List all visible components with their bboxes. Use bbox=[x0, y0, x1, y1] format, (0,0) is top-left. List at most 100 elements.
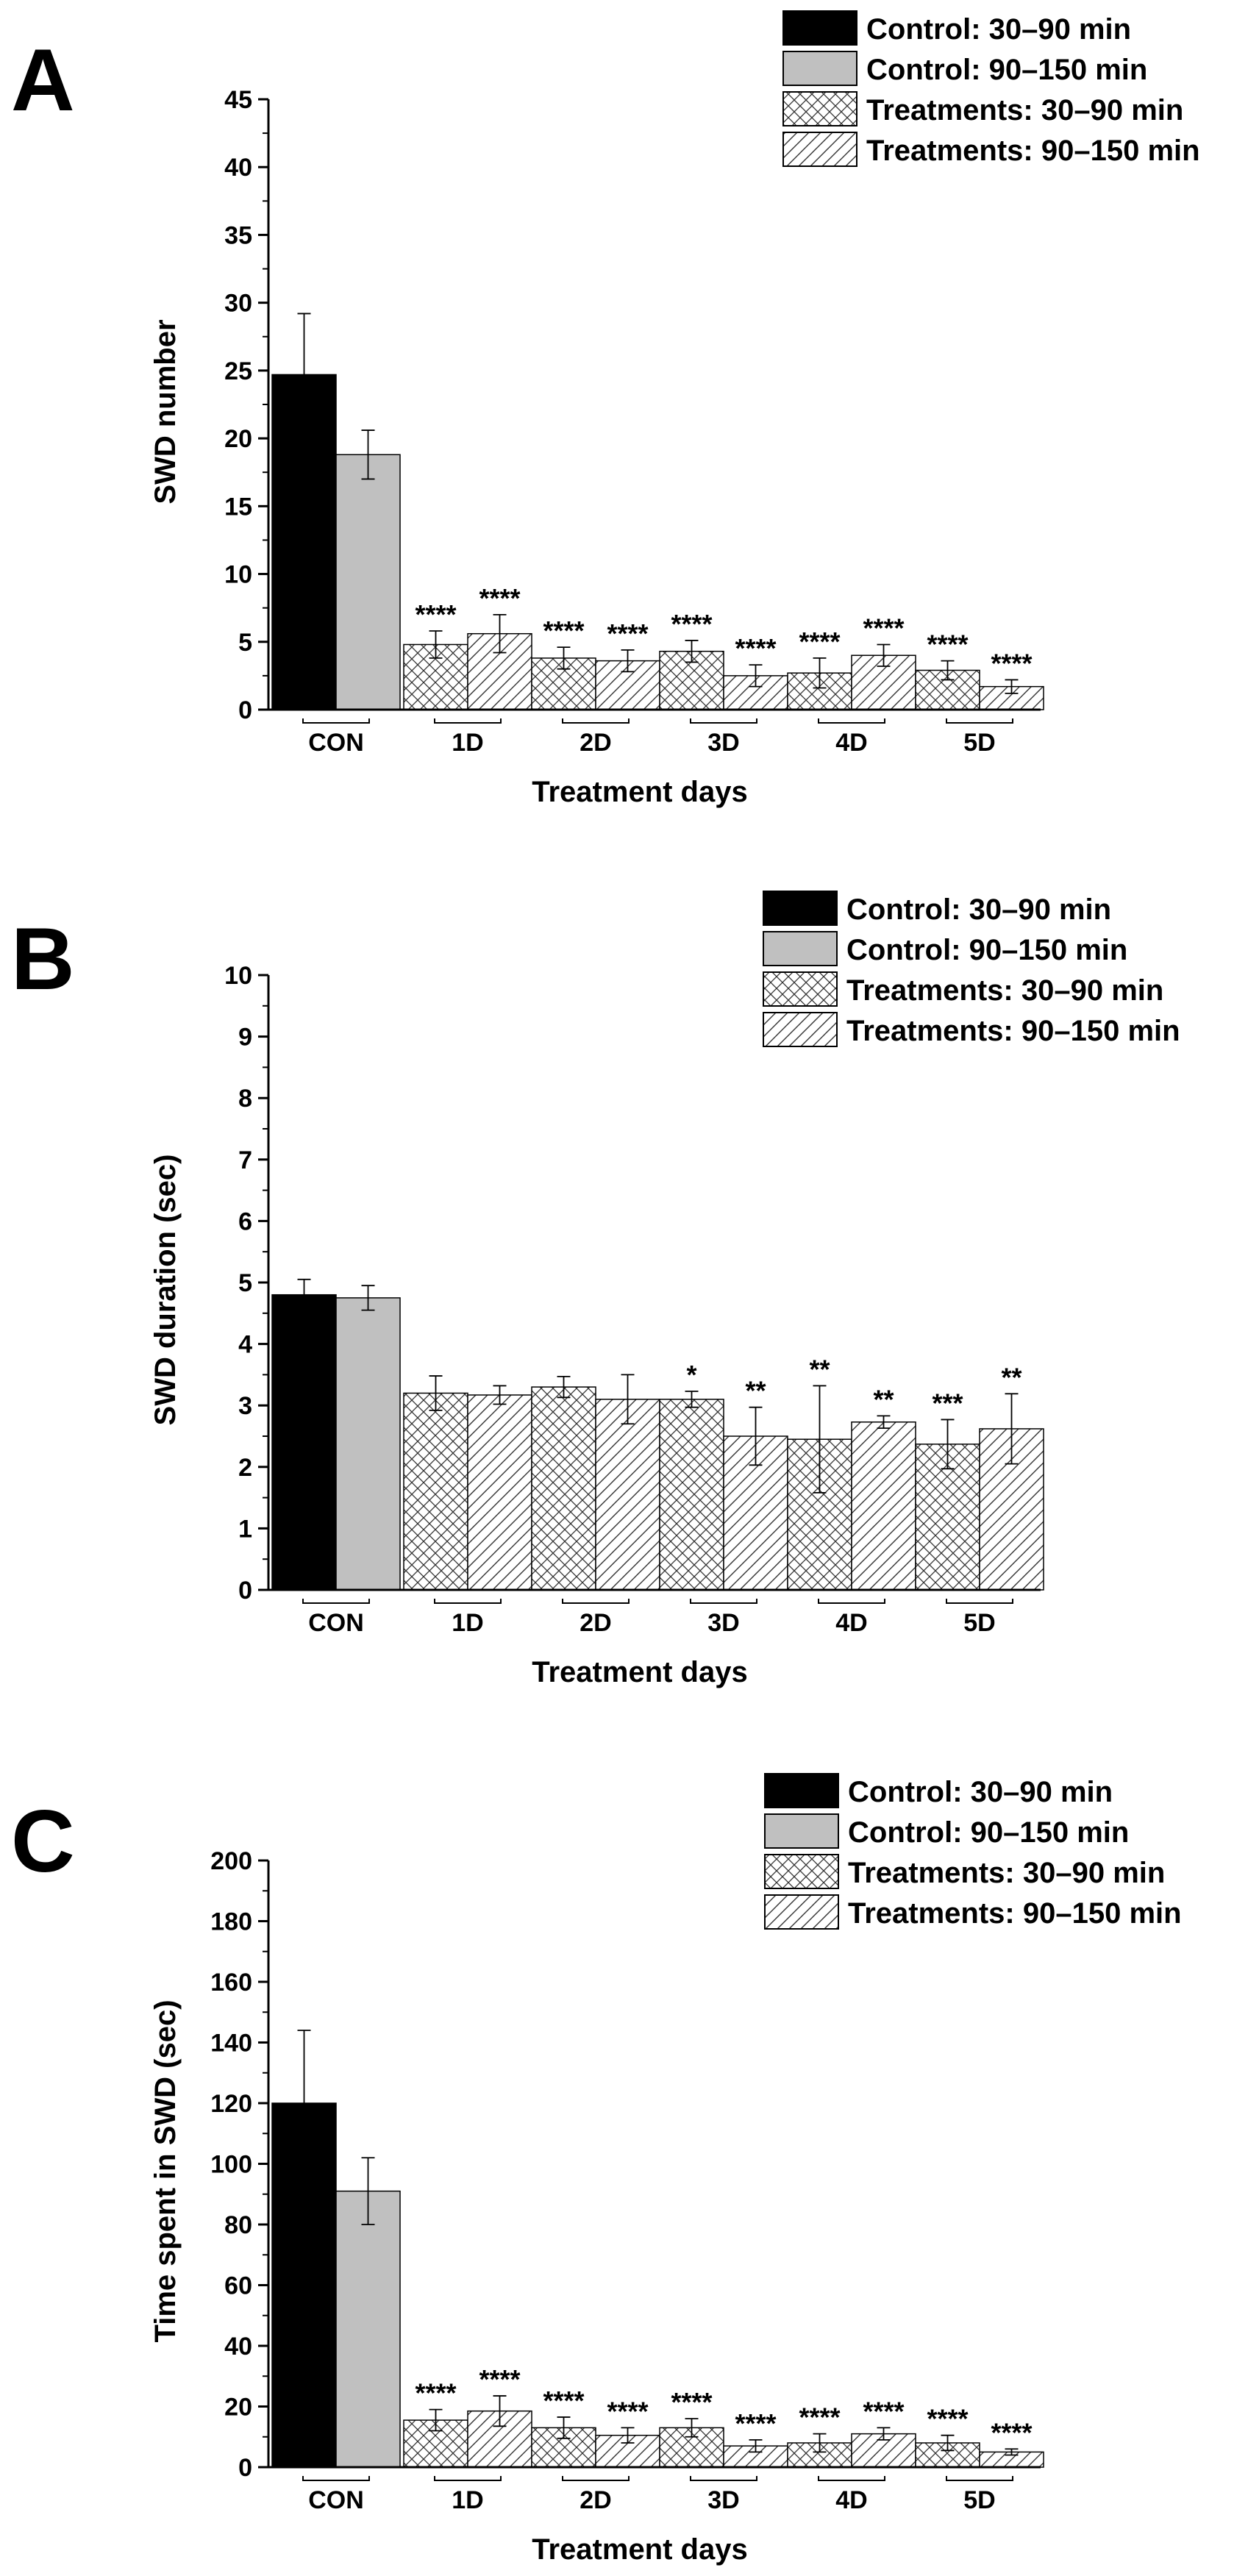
legend-swatch bbox=[782, 10, 857, 46]
legend: Control: 30–90 min Control: 90–150 min Tre… bbox=[764, 1773, 1182, 1930]
y-tick-label: 35 bbox=[224, 221, 252, 249]
significance-label: *** bbox=[932, 1388, 963, 1418]
x-axis-title: Treatment days bbox=[532, 2533, 747, 2566]
bar bbox=[851, 1421, 916, 1591]
category-label: CON bbox=[308, 729, 364, 757]
significance-label: **** bbox=[799, 627, 840, 657]
legend-swatch bbox=[764, 1854, 839, 1889]
significance-label: ** bbox=[873, 1384, 894, 1414]
y-tick-label: 200 bbox=[210, 1847, 252, 1875]
bar bbox=[335, 2190, 401, 2468]
category-bracket bbox=[818, 2476, 885, 2481]
category-label: 2D bbox=[580, 2486, 611, 2514]
category-bracket bbox=[562, 718, 630, 724]
legend-swatch bbox=[763, 1012, 838, 1047]
category-bracket bbox=[690, 718, 757, 724]
category-bracket bbox=[690, 2476, 757, 2481]
x-axis-title: Treatment days bbox=[532, 1656, 747, 1688]
category-label: 1D bbox=[452, 2486, 483, 2514]
y-tick-label: 160 bbox=[210, 1969, 252, 1997]
bar bbox=[659, 1399, 724, 1591]
significance-label: **** bbox=[991, 648, 1032, 678]
category-bracket bbox=[818, 1599, 885, 1604]
category-bracket bbox=[562, 2476, 630, 2481]
significance-label: **** bbox=[415, 2378, 456, 2408]
legend-label: Treatments: 30–90 min bbox=[846, 974, 1163, 1007]
y-tick-label: 6 bbox=[238, 1207, 252, 1235]
y-tick-label: 10 bbox=[224, 962, 252, 990]
y-tick-label: 45 bbox=[224, 86, 252, 114]
category-label: 1D bbox=[452, 1609, 483, 1637]
bar bbox=[335, 1297, 401, 1591]
bar bbox=[335, 454, 401, 710]
category-bracket bbox=[818, 718, 885, 724]
y-axis-title: SWD duration (sec) bbox=[149, 1155, 182, 1426]
y-tick-label: 40 bbox=[224, 154, 252, 182]
category-label: 5D bbox=[963, 729, 995, 757]
significance-label: * bbox=[686, 1360, 696, 1390]
y-tick-label: 20 bbox=[224, 2394, 252, 2422]
category-bracket bbox=[302, 1599, 370, 1604]
category-bracket bbox=[946, 2476, 1013, 2481]
category-bracket bbox=[434, 1599, 502, 1604]
y-tick-label: 0 bbox=[238, 2454, 252, 2482]
significance-label: **** bbox=[671, 609, 712, 639]
legend-label: Control: 30–90 min bbox=[866, 13, 1131, 46]
legend-label: Treatments: 90–150 min bbox=[846, 1015, 1180, 1047]
category-bracket bbox=[302, 2476, 370, 2481]
y-tick-label: 0 bbox=[238, 696, 252, 724]
panel-C: C Control: 30–90 min Control: 90–150 min Tr… bbox=[11, 1773, 1182, 2566]
y-tick-label: 7 bbox=[238, 1146, 252, 1174]
x-axis-title: Treatment days bbox=[532, 776, 747, 808]
category-label: 5D bbox=[963, 2486, 995, 2514]
panel-letter: A bbox=[11, 31, 75, 129]
bar bbox=[271, 1294, 337, 1591]
significance-label: ** bbox=[1001, 1362, 1021, 1392]
legend-label: Treatments: 30–90 min bbox=[866, 94, 1183, 126]
y-tick-label: 120 bbox=[210, 2090, 252, 2118]
significance-label: ** bbox=[809, 1354, 830, 1384]
legend: Control: 30–90 min Control: 90–150 min Tre… bbox=[782, 10, 1200, 167]
category-bracket bbox=[946, 1599, 1013, 1604]
significance-label: **** bbox=[735, 633, 776, 663]
legend-label: Control: 90–150 min bbox=[866, 54, 1147, 86]
legend-label: Treatments: 30–90 min bbox=[848, 1857, 1165, 1889]
y-axis-title: Time spent in SWD (sec) bbox=[149, 1999, 182, 2342]
legend-swatch bbox=[763, 971, 838, 1007]
significance-label: **** bbox=[799, 2402, 840, 2433]
legend-swatch bbox=[764, 1894, 839, 1930]
y-tick-label: 10 bbox=[224, 561, 252, 589]
y-tick-label: 0 bbox=[238, 1577, 252, 1605]
panel-letter: C bbox=[11, 1792, 75, 1891]
bar bbox=[467, 1394, 532, 1591]
significance-label: **** bbox=[479, 583, 520, 613]
panel-letter: B bbox=[11, 910, 75, 1008]
y-tick-label: 5 bbox=[238, 1269, 252, 1297]
bar bbox=[531, 1386, 596, 1591]
y-tick-label: 2 bbox=[238, 1454, 252, 1482]
significance-label: **** bbox=[543, 2386, 584, 2416]
category-label: 2D bbox=[580, 1609, 611, 1637]
category-label: 3D bbox=[707, 1609, 739, 1637]
category-label: 4D bbox=[835, 2486, 867, 2514]
y-tick-label: 5 bbox=[238, 629, 252, 657]
bar bbox=[595, 1399, 660, 1591]
significance-label: **** bbox=[543, 616, 584, 646]
significance-label: **** bbox=[863, 2396, 904, 2426]
category-bracket bbox=[562, 1599, 630, 1604]
y-tick-label: 100 bbox=[210, 2151, 252, 2179]
legend-swatch bbox=[782, 51, 857, 86]
legend-swatch bbox=[782, 91, 857, 126]
y-tick-label: 15 bbox=[224, 493, 252, 521]
category-bracket bbox=[434, 2476, 502, 2481]
category-bracket bbox=[302, 718, 370, 724]
legend-label: Control: 30–90 min bbox=[846, 893, 1111, 926]
legend-label: Treatments: 90–150 min bbox=[848, 1897, 1182, 1930]
category-bracket bbox=[946, 718, 1013, 724]
significance-label: **** bbox=[927, 2404, 968, 2434]
significance-label: **** bbox=[927, 629, 968, 660]
legend: Control: 30–90 min Control: 90–150 min Tre… bbox=[763, 891, 1180, 1047]
category-bracket bbox=[690, 1599, 757, 1604]
y-tick-label: 3 bbox=[238, 1392, 252, 1420]
category-label: 1D bbox=[452, 729, 483, 757]
